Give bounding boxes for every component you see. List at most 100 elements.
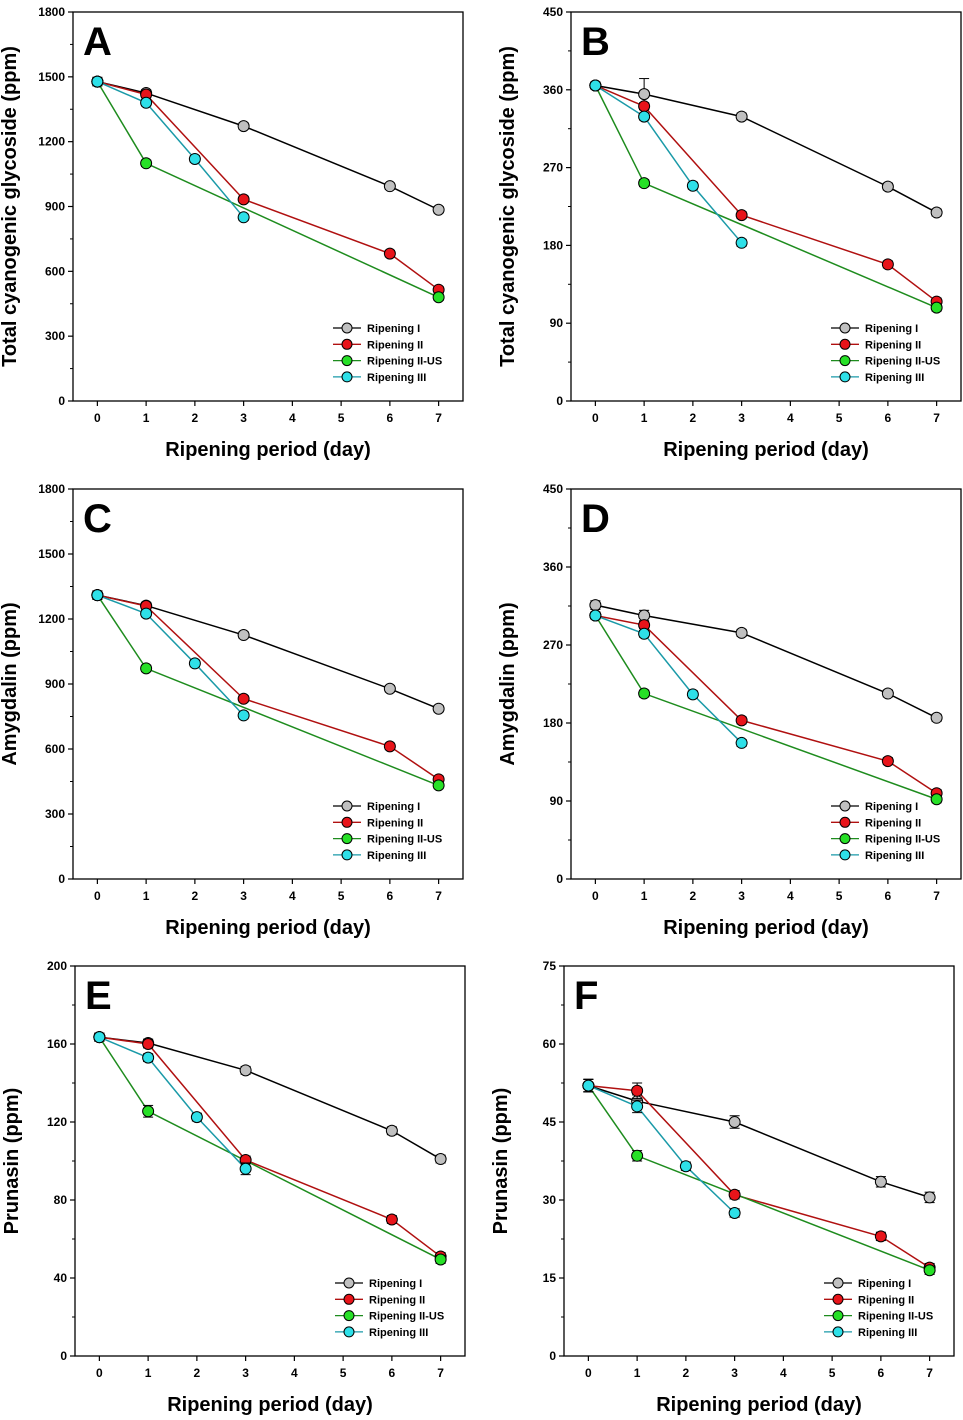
legend-marker — [839, 338, 851, 350]
x-tick-label: 0 — [585, 1366, 592, 1380]
data-point — [237, 709, 250, 722]
data-point — [385, 1124, 398, 1137]
legend-marker — [343, 1293, 355, 1305]
legend-label: Ripening III — [865, 372, 924, 384]
data-point — [239, 1162, 252, 1175]
data-point — [930, 711, 943, 724]
legend-marker — [341, 849, 353, 861]
legend: Ripening I Ripening II Ripening II-US Ripen… — [333, 322, 442, 384]
legend-label: Ripening I — [367, 801, 420, 813]
data-point — [686, 688, 699, 701]
data-point — [142, 1105, 155, 1118]
data-point — [140, 157, 153, 170]
y-tick-label: 15 — [543, 1271, 557, 1285]
series-points-ripening-iii — [91, 589, 250, 722]
x-tick-label: 3 — [240, 411, 247, 425]
legend-marker — [839, 355, 851, 367]
legend-label: Ripening II — [367, 339, 423, 351]
legend-marker — [341, 833, 353, 845]
x-tick-label: 6 — [387, 889, 394, 903]
data-point — [589, 79, 602, 92]
y-tick-label: 900 — [45, 200, 65, 214]
y-tick-label: 600 — [45, 264, 65, 278]
legend-marker — [343, 1277, 355, 1289]
x-tick-label: 0 — [94, 889, 101, 903]
data-point — [140, 662, 153, 675]
legend-label: Ripening III — [858, 1327, 917, 1339]
series-points-ripening-i — [582, 1078, 936, 1204]
data-point — [434, 1153, 447, 1166]
data-point — [638, 627, 651, 640]
data-point — [881, 180, 894, 193]
legend: Ripening I Ripening II Ripening II-US Ripen… — [831, 322, 940, 384]
y-tick-label: 450 — [543, 5, 563, 19]
x-tick-label: 1 — [641, 889, 648, 903]
legend-marker — [341, 355, 353, 367]
x-tick-label: 2 — [690, 411, 697, 425]
legend-label: Ripening II-US — [367, 834, 442, 846]
data-point — [190, 1111, 203, 1124]
y-tick-label: 270 — [543, 638, 563, 652]
y-tick-label: 300 — [45, 807, 65, 821]
legend-marker — [839, 322, 851, 334]
data-point — [582, 1079, 595, 1092]
y-tick-label: 0 — [549, 1349, 556, 1363]
data-point — [142, 1051, 155, 1064]
chart-panel-d: 0 90 180 270 360 450 0 1 2 3 4 5 6 7 Ripening period (… — [497, 482, 962, 939]
x-tick-label: 4 — [289, 889, 296, 903]
x-tick-label: 7 — [933, 889, 940, 903]
series-points-ripening-iii — [91, 75, 250, 224]
series-points-ripening-i — [93, 1031, 447, 1166]
y-axis-title: Amygdalin (ppm) — [497, 602, 519, 765]
y-tick-label: 90 — [550, 794, 564, 808]
y-tick-label: 200 — [47, 959, 67, 973]
data-point — [140, 607, 153, 620]
data-point — [735, 626, 748, 639]
x-tick-label: 7 — [435, 889, 442, 903]
data-point — [589, 609, 602, 622]
legend-label: Ripening II-US — [865, 834, 940, 846]
x-tick-label: 0 — [94, 411, 101, 425]
x-tick-label: 4 — [291, 1366, 298, 1380]
x-axis-title: Ripening period (day) — [656, 1394, 862, 1416]
x-tick-label: 5 — [836, 411, 843, 425]
legend-label: Ripening III — [367, 372, 426, 384]
x-tick-label: 3 — [731, 1366, 738, 1380]
legend-marker — [839, 800, 851, 812]
y-tick-label: 80 — [54, 1193, 68, 1207]
chart-panel-e: 0 40 80 120 160 200 0 1 2 3 4 5 6 7 Ripening period (d… — [1, 959, 466, 1416]
data-point — [631, 1084, 644, 1097]
data-point — [383, 247, 396, 260]
legend-label: Ripening II — [367, 817, 423, 829]
data-point — [237, 193, 250, 206]
y-tick-label: 600 — [45, 742, 65, 756]
data-point — [923, 1264, 936, 1277]
legend-label: Ripening III — [369, 1327, 428, 1339]
data-point — [188, 152, 201, 165]
data-point — [383, 180, 396, 193]
y-tick-label: 0 — [58, 872, 65, 886]
legend-label: Ripening II-US — [367, 356, 442, 368]
legend-label: Ripening II-US — [369, 1311, 444, 1323]
legend: Ripening I Ripening II Ripening II-US Ripen… — [831, 800, 940, 862]
y-tick-label: 1500 — [38, 70, 65, 84]
panel-letter: A — [83, 20, 112, 64]
y-tick-label: 1800 — [38, 5, 65, 19]
x-tick-label: 6 — [885, 411, 892, 425]
panel-letter: B — [581, 20, 610, 64]
legend-marker — [341, 338, 353, 350]
panel-letter: C — [83, 497, 112, 541]
series-line-ripening-iii — [99, 1036, 247, 1170]
y-tick-label: 30 — [543, 1193, 557, 1207]
data-point — [874, 1230, 887, 1243]
y-tick-label: 0 — [58, 394, 65, 408]
data-point — [589, 599, 602, 612]
legend-marker — [839, 816, 851, 828]
series-points-ripening-i — [589, 599, 943, 724]
x-tick-label: 5 — [829, 1366, 836, 1380]
series-points-ripening-ii-us — [93, 1031, 447, 1266]
data-point — [432, 702, 445, 715]
y-axis-title: Total cyanogenic glycoside (ppm) — [497, 46, 519, 367]
y-tick-label: 180 — [543, 716, 563, 730]
